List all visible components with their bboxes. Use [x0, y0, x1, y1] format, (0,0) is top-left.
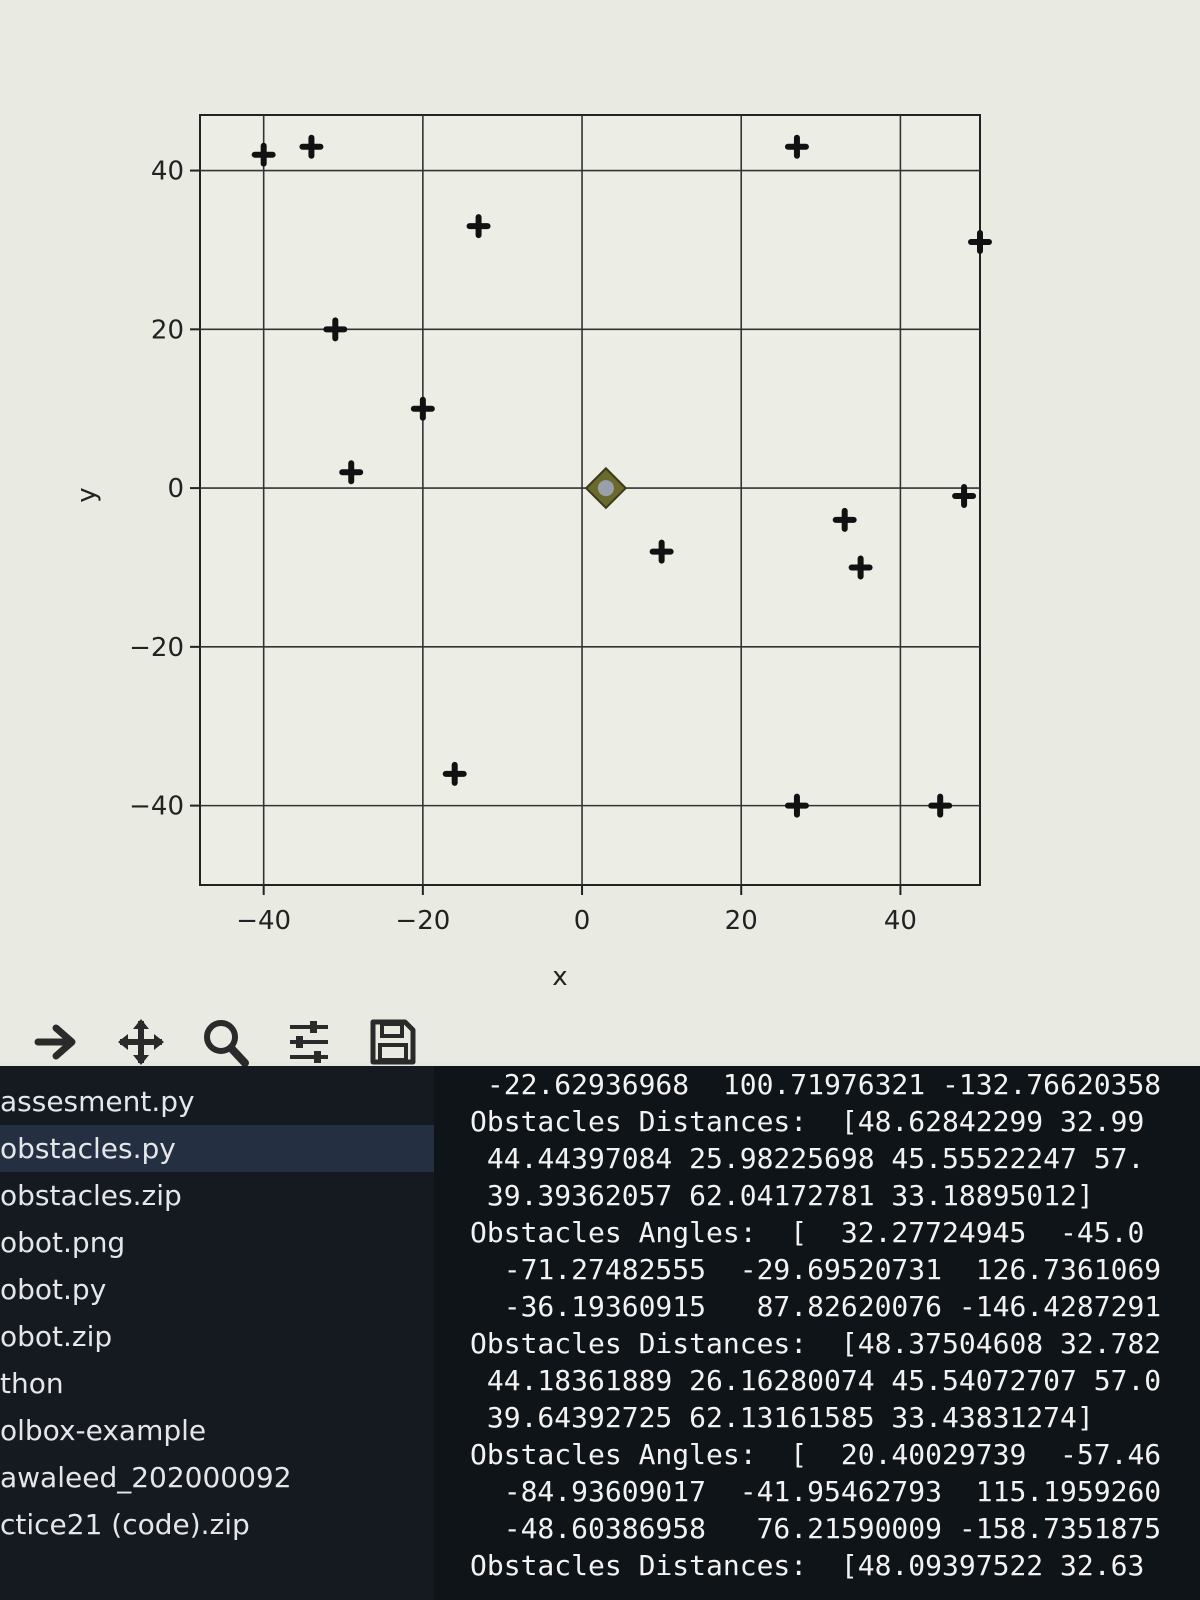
file-item[interactable]: ctice21 (code).zip	[0, 1508, 250, 1541]
save-icon	[370, 1019, 416, 1065]
terminal-line: Obstacles Distances: [48.09397522 32.63	[470, 1549, 1145, 1582]
configure-subplots-button[interactable]	[282, 1015, 336, 1069]
obstacle-point	[952, 484, 977, 509]
terminal-line: Obstacles Distances: [48.62842299 32.99	[470, 1105, 1145, 1138]
obstacle-point	[784, 134, 809, 159]
obstacle-point	[323, 317, 348, 342]
x-tick-label: −40	[236, 906, 291, 936]
forward-button[interactable]	[30, 1015, 84, 1069]
y-tick-label: −40	[129, 792, 184, 822]
terminal-line: -48.60386958 76.21590009 -158.7351875	[470, 1512, 1162, 1545]
terminal-line: 39.39362057 62.04172781 33.18895012]	[470, 1179, 1094, 1212]
obstacle-point	[848, 555, 873, 580]
x-tick-label: −20	[395, 906, 450, 936]
axes-frame	[199, 114, 981, 886]
x-tick-label: 0	[574, 906, 591, 936]
terminal-line: -36.19360915 87.82620076 -146.4287291	[470, 1290, 1162, 1323]
y-tick-label: 20	[151, 315, 184, 345]
robot-marker	[584, 466, 628, 510]
x-axis-label: x	[552, 962, 567, 992]
y-tick-label: 40	[151, 157, 184, 187]
obstacle-point	[928, 793, 953, 818]
pan-icon	[118, 1019, 164, 1065]
scatter-plot: −40 −20 0 20 40 −40 −20 0 20 40 x y	[72, 114, 992, 992]
obstacle-point	[649, 539, 674, 564]
forward-arrow-icon	[34, 1024, 76, 1060]
terminal-line: -84.93609017 -41.95462793 115.1959260	[470, 1475, 1162, 1508]
pan-button[interactable]	[114, 1015, 168, 1069]
file-item[interactable]: obot.zip	[0, 1320, 113, 1353]
file-item[interactable]: obot.png	[0, 1226, 126, 1259]
zoom-icon	[204, 1020, 249, 1067]
terminal-line: Obstacles Angles: [ 32.27724945 -45.0	[470, 1216, 1145, 1249]
terminal-line: Obstacles Angles: [ 20.40029739 -57.46	[470, 1438, 1162, 1471]
file-item[interactable]: thon	[0, 1367, 64, 1400]
obstacle-point	[410, 396, 435, 421]
file-item[interactable]: obot.py	[0, 1273, 107, 1306]
y-tick-label: −20	[129, 633, 184, 663]
obstacle-point	[442, 761, 467, 786]
terminal-line: Obstacles Distances: [48.37504608 32.782	[470, 1327, 1162, 1360]
obstacle-point	[251, 142, 276, 167]
file-explorer: assesment.py obstacles.py obstacles.zip obo…	[0, 1066, 434, 1600]
zoom-button[interactable]	[198, 1015, 252, 1069]
file-item[interactable]: obstacles.py	[0, 1125, 434, 1172]
terminal-line: -71.27482555 -29.69520731 126.7361069	[470, 1253, 1162, 1286]
x-tick-label: 20	[725, 906, 758, 936]
obstacle-point	[832, 507, 857, 532]
file-item[interactable]: awaleed_202000092	[0, 1461, 292, 1494]
terminal-line: -22.62936968 100.71976321 -132.76620358	[470, 1068, 1162, 1101]
terminal-line: 44.44397084 25.98225698 45.55522247 57.	[470, 1142, 1145, 1175]
configure-subplots-icon	[290, 1021, 328, 1063]
editor-panel: assesment.py obstacles.py obstacles.zip obo…	[0, 1066, 1200, 1600]
y-axis-label: y	[72, 487, 102, 502]
obstacle-point	[968, 230, 992, 255]
file-item[interactable]: olbox-example	[0, 1414, 207, 1447]
file-item[interactable]: assesment.py	[0, 1085, 195, 1118]
obstacle-point	[299, 134, 324, 159]
terminal-line: 39.64392725 62.13161585 33.43831274]	[470, 1401, 1094, 1434]
save-button[interactable]	[366, 1015, 420, 1069]
obstacle-point	[784, 793, 809, 818]
plot-toolbar	[30, 1012, 420, 1072]
file-item[interactable]: obstacles.zip	[0, 1179, 182, 1212]
y-tick-label: 0	[167, 474, 184, 504]
plot-area[interactable]: −40 −20 0 20 40 −40 −20 0 20 40 x y	[0, 0, 1200, 1067]
terminal-output[interactable]: -22.62936968 100.71976321 -132.76620358 O…	[440, 1066, 1200, 1600]
x-tick-label: 40	[884, 906, 917, 936]
obstacle-point	[339, 460, 364, 485]
obstacle-point	[466, 214, 491, 239]
terminal-line: 44.18361889 26.16280074 45.54072707 57.0	[470, 1364, 1162, 1397]
